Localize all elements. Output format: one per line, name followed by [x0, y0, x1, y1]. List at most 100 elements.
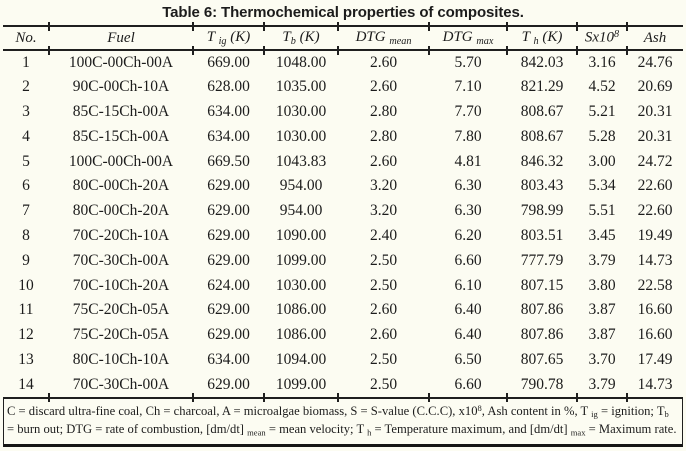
cell-t-b: 1035.00	[275, 78, 327, 96]
cell-dtg-max: 7.80	[454, 127, 482, 145]
cell-t-b: 954.00	[279, 202, 323, 220]
cell-fuel: 70C-30Ch-00A	[72, 251, 170, 269]
cell-s-value: 5.51	[588, 202, 616, 220]
cell-no: 6	[22, 177, 30, 195]
cell-dtg-max: 6.20	[454, 226, 482, 244]
column-tick	[48, 393, 50, 402]
column-tick	[506, 22, 508, 31]
cell-t-ig: 634.00	[207, 102, 250, 120]
column-header-t-b: Tb (K)	[264, 26, 338, 50]
cell-ash: 14.73	[637, 375, 673, 393]
text-segment: T	[282, 29, 291, 46]
cell-s-value: 4.52	[588, 78, 616, 96]
cell-t-h: 803.51	[520, 226, 564, 244]
text-sup-segment: 8	[614, 29, 620, 41]
column-header-dtg-mean: DTG mean	[338, 26, 429, 50]
table-row: 6 80C-00Ch-20A 629.00 954.00 3.20 6.30 803.43 5…	[3, 174, 683, 199]
text-sub-segment: max	[570, 427, 586, 438]
text-segment: C = discard ultra-fine coal, Ch = charco…	[7, 404, 478, 418]
cell-t-ig: 629.00	[207, 202, 250, 220]
cell-t-b: 1030.00	[275, 102, 327, 120]
text-segment: (K)	[226, 29, 251, 46]
cell-dtg-max: 6.40	[454, 326, 482, 344]
cell-no: 14	[18, 375, 34, 393]
cell-s-value: 3.70	[588, 350, 616, 368]
cell-no: 12	[18, 326, 34, 344]
cell-fuel: 100C-00Ch-00A	[68, 152, 174, 170]
column-tick	[576, 393, 578, 402]
cell-t-h: 808.67	[520, 102, 564, 120]
cell-s-value: 5.34	[588, 177, 616, 195]
text-segment: , Ash content in %, T	[481, 404, 592, 418]
cell-t-ig: 634.00	[207, 350, 250, 368]
cell-t-b: 1099.00	[275, 375, 327, 393]
cell-s-value: 3.45	[588, 226, 616, 244]
cell-no: 13	[18, 350, 34, 368]
column-tick	[48, 22, 50, 31]
text-segment: Fuel	[107, 29, 135, 46]
cell-t-ig: 624.00	[207, 276, 250, 294]
cell-s-value: 5.28	[588, 127, 616, 145]
cell-fuel: 80C-10Ch-10A	[72, 350, 170, 368]
table-row: 1 100C-00Ch-00A 669.00 1048.00 2.60 5.70 842.0…	[3, 50, 683, 75]
cell-fuel: 90C-00Ch-10A	[72, 78, 170, 96]
text-segment: (K)	[538, 29, 563, 46]
cell-dtg-mean: 3.20	[369, 177, 398, 195]
cell-dtg-mean: 2.80	[369, 102, 398, 120]
table-row: 14 70C-30Ch-00A 629.00 1099.00 2.50 6.60 790.7…	[3, 372, 683, 397]
column-header-s-value: Sx108	[577, 26, 627, 50]
cell-fuel: 80C-00Ch-20A	[72, 177, 170, 195]
cell-t-h: 790.78	[520, 375, 564, 393]
column-tick	[263, 393, 265, 402]
text-segment: DTG	[355, 29, 390, 46]
cell-s-value: 3.79	[588, 251, 616, 269]
cell-t-ig: 634.00	[207, 127, 250, 145]
cell-ash: 24.76	[637, 53, 673, 71]
column-tick	[192, 393, 194, 402]
text-segment: Ash	[643, 29, 667, 46]
cell-ash: 22.58	[637, 276, 673, 294]
table-row: 2 90C-00Ch-10A 628.00 1035.00 2.60 7.10 821.29…	[3, 75, 683, 100]
cell-t-h: 807.15	[520, 276, 564, 294]
text-segment: = burn out; DTG = rate of combustion, [d…	[7, 421, 248, 436]
text-segment: = mean velocity; T	[265, 421, 368, 436]
cell-dtg-max: 6.60	[454, 375, 482, 393]
cell-t-ig: 629.00	[207, 375, 250, 393]
cell-ash: 16.60	[637, 326, 673, 344]
column-header-dtg-max: DTG max	[429, 26, 507, 50]
cell-t-ig: 629.00	[207, 301, 250, 319]
cell-t-h: 808.67	[520, 127, 564, 145]
cell-s-value: 3.87	[588, 326, 616, 344]
column-tick	[626, 46, 628, 55]
table-row: 13 80C-10Ch-10A 634.00 1094.00 2.50 6.50 807.6…	[3, 348, 683, 373]
text-sub-segment: ig	[591, 409, 598, 420]
text-sup-segment: 8	[477, 403, 482, 414]
cell-t-h: 807.65	[520, 350, 564, 368]
table-row: 4 85C-15Ch-00A 634.00 1030.00 2.80 7.80 808.67…	[3, 124, 683, 149]
table-row: 5 100C-00Ch-00A 669.50 1043.83 2.60 4.81 846.3…	[3, 149, 683, 174]
column-tick	[263, 46, 265, 55]
cell-fuel: 70C-30Ch-00A	[72, 375, 170, 393]
table-row: 12 75C-20Ch-05A 629.00 1086.00 2.60 6.40 807.8…	[3, 323, 683, 348]
cell-fuel: 100C-00Ch-00A	[68, 53, 174, 71]
table-row: 8 70C-20Ch-10A 629.00 1090.00 2.40 6.20 803.51…	[3, 224, 683, 249]
text-sub-segment: h	[533, 35, 539, 47]
cell-no: 2	[22, 78, 30, 96]
table-row: 9 70C-30Ch-00A 629.00 1099.00 2.50 6.60 777.79…	[3, 248, 683, 273]
cell-t-b: 1090.00	[275, 226, 327, 244]
cell-dtg-mean: 2.40	[369, 226, 398, 244]
table-row: 3 85C-15Ch-00A 634.00 1030.00 2.80 7.70 808.67…	[3, 100, 683, 125]
column-tick	[428, 46, 430, 55]
cell-ash: 20.31	[637, 127, 673, 145]
cell-dtg-mean: 3.20	[369, 202, 398, 220]
table-title: Table 6: Thermochemical properties of co…	[162, 4, 524, 21]
cell-ash: 16.60	[637, 301, 673, 319]
cell-t-h: 807.86	[520, 301, 564, 319]
text-segment: = Maximum rate.	[585, 421, 677, 436]
cell-ash: 20.69	[637, 78, 673, 96]
column-tick	[263, 22, 265, 31]
cell-dtg-max: 6.10	[454, 276, 482, 294]
column-tick	[506, 46, 508, 55]
text-segment: Sx10	[584, 29, 615, 46]
text-segment: T	[521, 29, 534, 46]
